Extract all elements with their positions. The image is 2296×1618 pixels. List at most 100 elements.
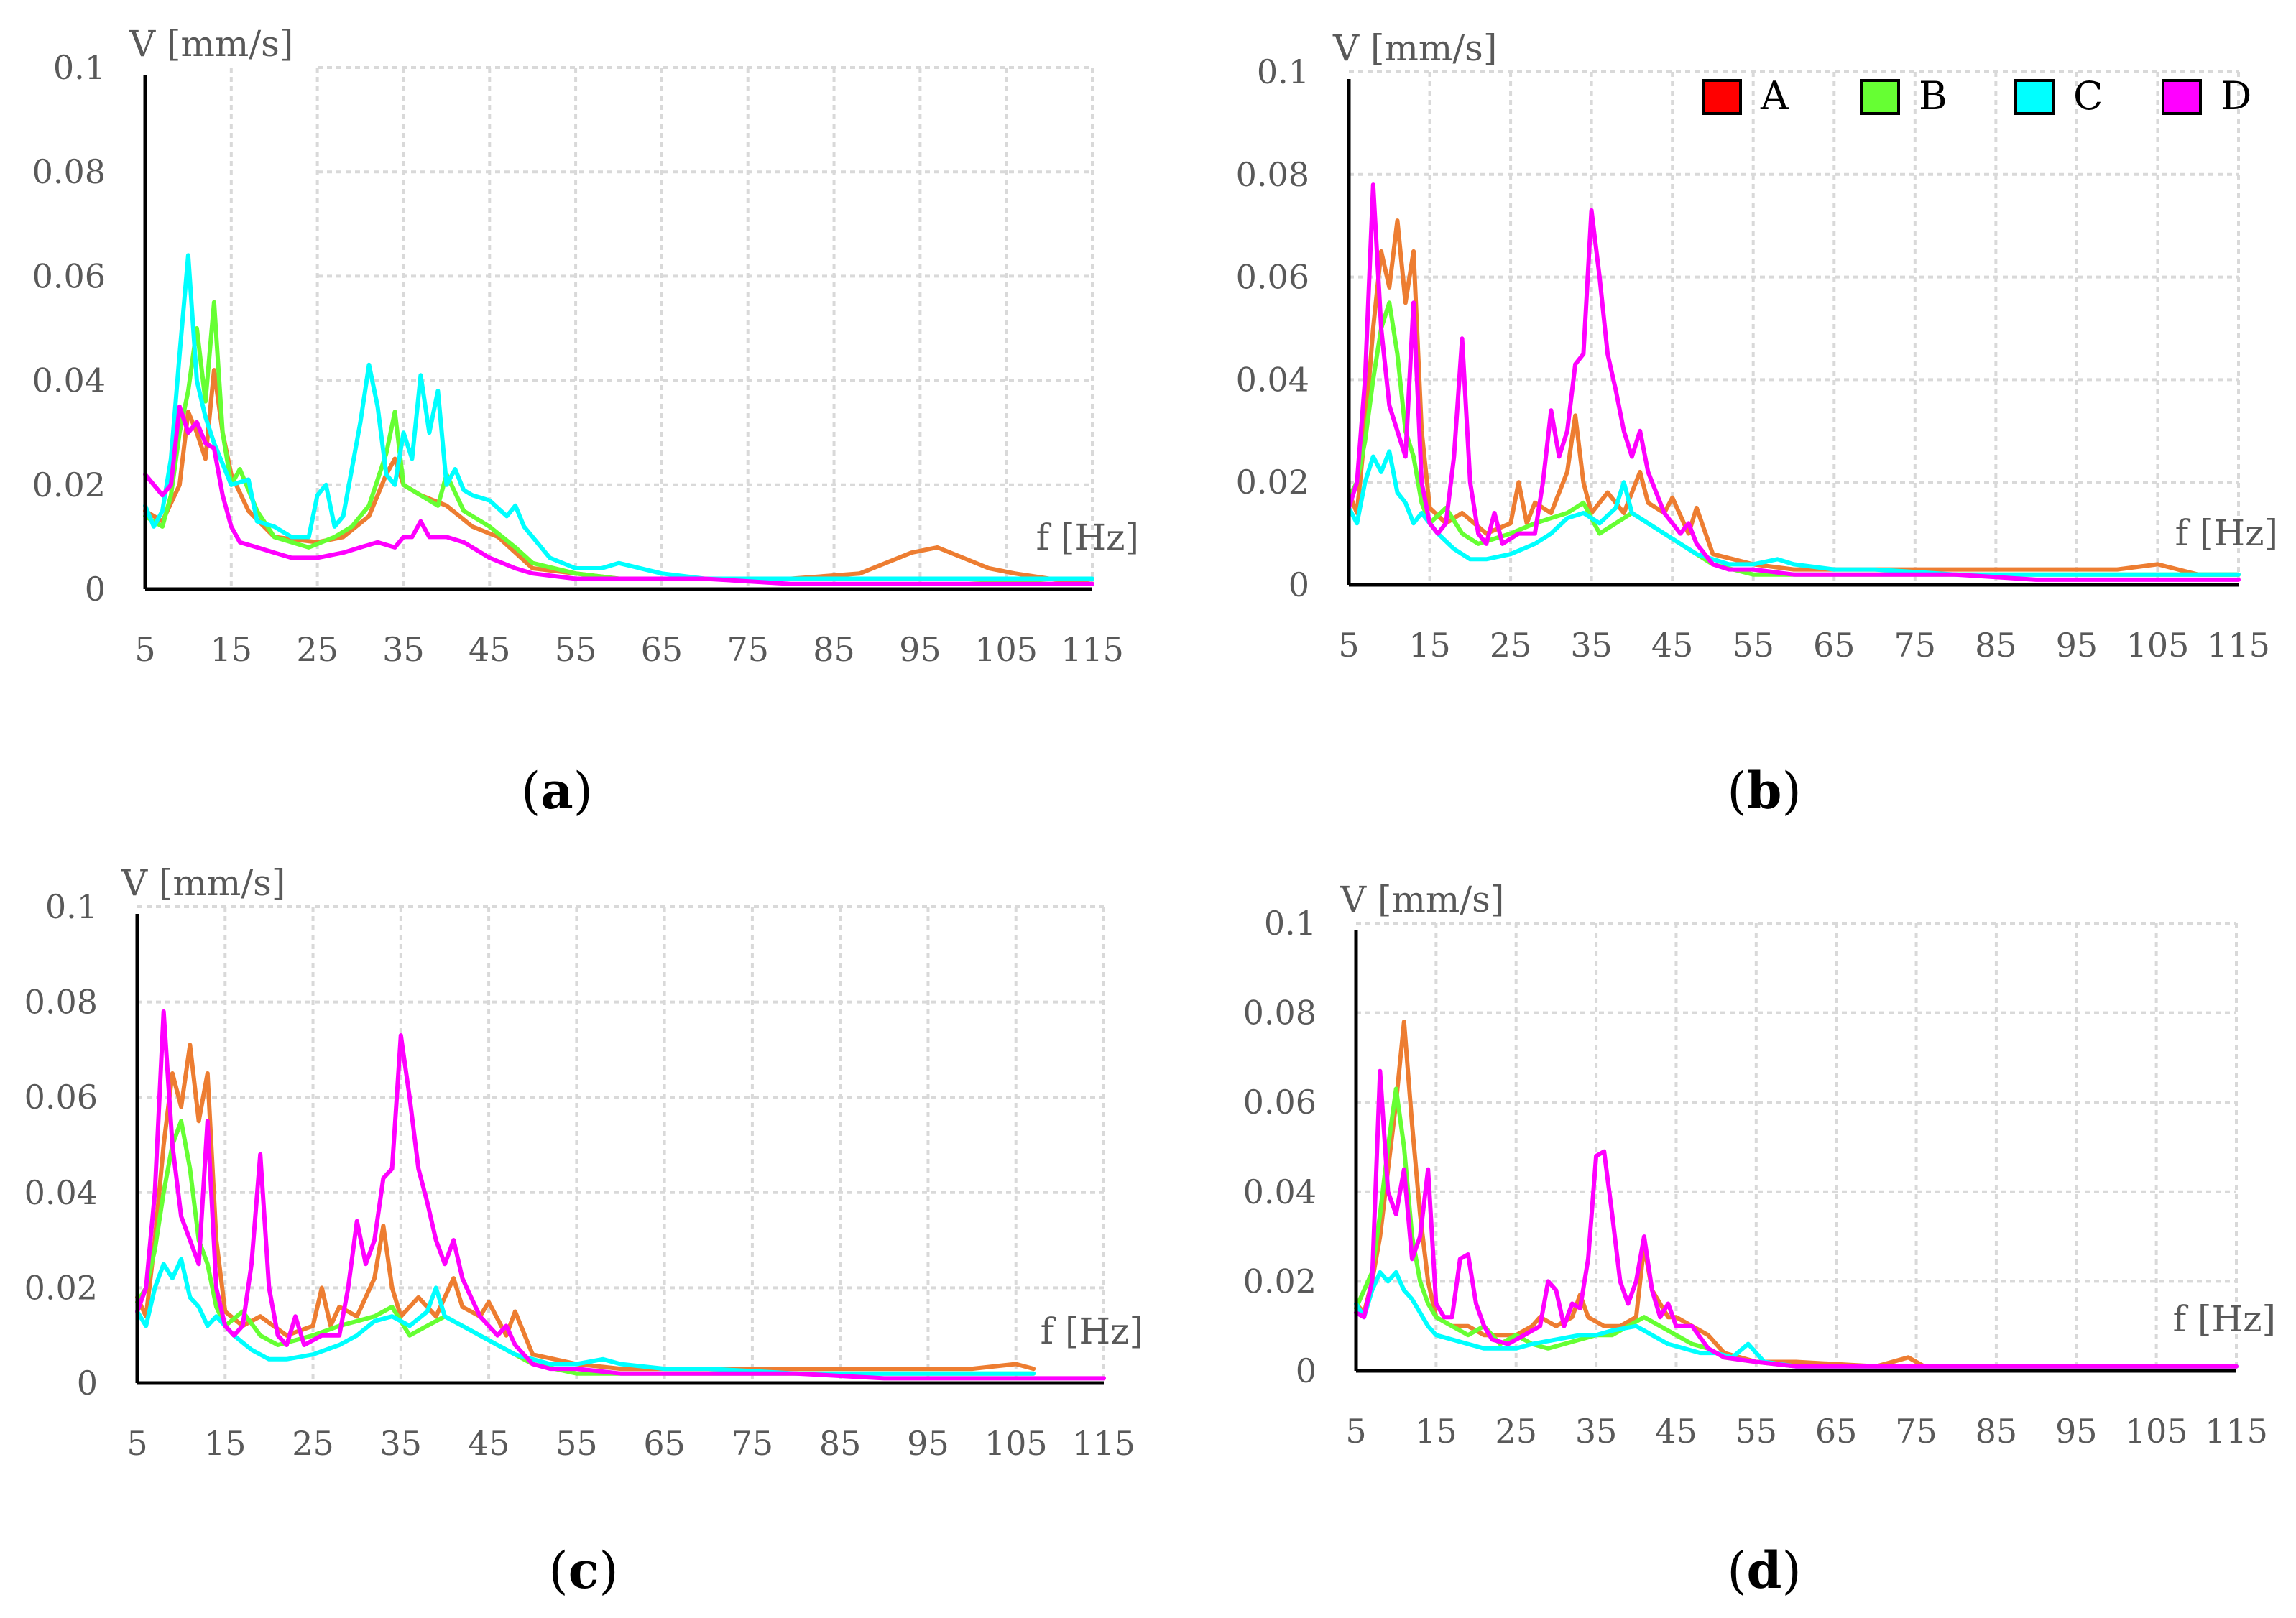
- x-tick-label: 5: [1338, 626, 1359, 665]
- x-tick-label: 35: [1570, 626, 1613, 665]
- panel-c: 0 0.02 0.04 0.06 0.08 0.1 5 15 25 35 45 55 65 75 85 95 1…: [24, 862, 1143, 1600]
- x-tick-label: 75: [732, 1424, 774, 1463]
- x-tick-label: 75: [727, 630, 769, 669]
- y-axis-title: V [mm/s]: [1332, 27, 1497, 69]
- x-tick-label: 5: [126, 1424, 147, 1463]
- y-tick-label: 0.1: [53, 48, 106, 87]
- panel-caption: (a): [521, 761, 593, 820]
- y-tick-label: 0.02: [1236, 463, 1309, 501]
- legend-label-C: C: [2073, 73, 2103, 119]
- legend-swatch-A: [1702, 79, 1742, 115]
- series-C-line: [1347, 449, 2241, 577]
- y-tick-label: 0.1: [1257, 52, 1309, 91]
- x-tick-label: 105: [2126, 626, 2190, 665]
- x-tick-label: 65: [641, 630, 683, 669]
- y-tick-label: 0: [1296, 1351, 1317, 1390]
- x-axis-title: f [Hz]: [1036, 517, 1139, 558]
- y-axis-title: V [mm/s]: [129, 23, 293, 65]
- x-tick-label: 35: [382, 630, 425, 669]
- x-tick-label: 105: [2125, 1412, 2188, 1451]
- series-C-line: [135, 1257, 1036, 1376]
- y-tick-label: 0.02: [1243, 1262, 1317, 1300]
- series-B-line: [135, 1119, 1036, 1376]
- series-D-line: [143, 404, 1094, 586]
- x-tick-label: 85: [1975, 1412, 2018, 1451]
- x-tick-label: 105: [974, 630, 1038, 669]
- x-tick-label: 95: [899, 630, 941, 669]
- x-tick-label: 85: [1975, 626, 2017, 665]
- x-tick-label: 55: [555, 1424, 598, 1463]
- x-tick-label: 85: [813, 630, 855, 669]
- legend-label-A: A: [1760, 73, 1789, 119]
- y-tick-label: 0.08: [32, 152, 106, 191]
- x-tick-label: 25: [296, 630, 338, 669]
- legend-swatch-B: [1860, 79, 1900, 115]
- y-tick-label: 0.04: [1243, 1173, 1317, 1211]
- x-tick-label: 95: [2056, 626, 2098, 665]
- legend-swatch-C: [2014, 79, 2055, 115]
- y-tick-label: 0.04: [1236, 360, 1309, 399]
- panel-caption: (c): [548, 1540, 618, 1600]
- x-tick-label: 45: [468, 1424, 510, 1463]
- x-tick-label: 25: [292, 1424, 334, 1463]
- x-axis-title: f [Hz]: [2173, 1298, 2276, 1340]
- x-tick-label: 55: [1732, 626, 1774, 665]
- y-tick-label: 0.06: [24, 1078, 98, 1117]
- series-D-line: [1347, 182, 2241, 582]
- y-tick-label: 0: [1288, 565, 1309, 604]
- y-tick-label: 0.06: [32, 256, 106, 295]
- x-tick-label: 105: [985, 1424, 1048, 1463]
- x-tick-label: 55: [1735, 1412, 1778, 1451]
- x-tick-label: 35: [1575, 1412, 1618, 1451]
- series-B-line: [1347, 300, 2241, 577]
- x-tick-label: 115: [2207, 626, 2270, 665]
- x-tick-label: 45: [1651, 626, 1694, 665]
- x-tick-label: 45: [469, 630, 511, 669]
- x-tick-label: 25: [1495, 1412, 1537, 1451]
- x-tick-label: 75: [1894, 626, 1937, 665]
- y-tick-label: 0.1: [1264, 904, 1317, 943]
- series-A-line: [143, 368, 1094, 586]
- x-tick-label: 95: [2055, 1412, 2098, 1451]
- x-tick-label: 115: [2205, 1412, 2268, 1451]
- x-axis-title: f [Hz]: [2175, 512, 2278, 554]
- x-tick-label: 5: [134, 630, 155, 669]
- y-tick-label: 0.08: [1243, 994, 1317, 1032]
- x-tick-label: 25: [1490, 626, 1532, 665]
- series-D-line: [1354, 1068, 2239, 1369]
- y-tick-label: 0.04: [32, 361, 106, 400]
- x-tick-label: 85: [819, 1424, 862, 1463]
- series-C-line: [143, 253, 1094, 581]
- series-A-line: [135, 1043, 1036, 1372]
- panel-caption: (b): [1727, 761, 1802, 820]
- x-tick-label: 35: [380, 1424, 423, 1463]
- x-tick-label: 95: [907, 1424, 949, 1463]
- series-B-line: [143, 300, 1094, 586]
- legend: A B C D: [1702, 73, 2251, 119]
- x-tick-label: 15: [204, 1424, 246, 1463]
- x-tick-label: 65: [643, 1424, 686, 1463]
- legend-swatch-D: [2162, 79, 2202, 115]
- y-tick-label: 0.06: [1243, 1083, 1317, 1122]
- panel-caption: (d): [1727, 1540, 1802, 1600]
- y-axis-title: V [mm/s]: [121, 862, 285, 904]
- x-tick-label: 15: [1409, 626, 1451, 665]
- series-C-line: [1354, 1270, 2239, 1369]
- legend-label-D: D: [2221, 73, 2251, 119]
- panel-d: 0 0.02 0.04 0.06 0.08 0.1 5 15 25 35 45 55 65 75 85 95 1…: [1243, 879, 2276, 1600]
- x-axis-title: f [Hz]: [1041, 1310, 1143, 1352]
- x-tick-label: 75: [1895, 1412, 1937, 1451]
- legend-label-B: B: [1919, 73, 1947, 119]
- x-tick-label: 115: [1061, 630, 1124, 669]
- y-tick-label: 0.02: [32, 466, 106, 504]
- panel-a: 0 0.02 0.04 0.06 0.08 0.1 5 15 25 35 45 55 65 75 85 95 1…: [32, 23, 1139, 820]
- y-tick-label: 0.02: [24, 1268, 98, 1307]
- y-tick-label: 0.08: [24, 983, 98, 1022]
- x-tick-label: 115: [1072, 1424, 1135, 1463]
- series-A-line: [1347, 218, 2241, 577]
- series-A-line: [1354, 1020, 2239, 1369]
- y-tick-label: 0: [85, 570, 106, 609]
- x-tick-label: 45: [1655, 1412, 1697, 1451]
- x-tick-label: 65: [1813, 626, 1855, 665]
